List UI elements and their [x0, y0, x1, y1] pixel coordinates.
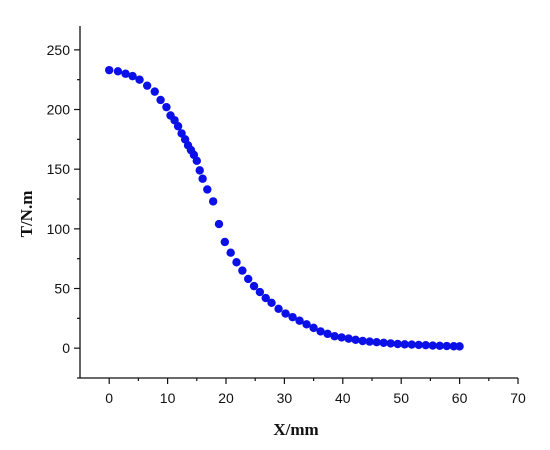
- data-point: [358, 336, 367, 346]
- y-tick-label: 150: [47, 161, 71, 177]
- data-point: [113, 67, 123, 76]
- data-point: [261, 293, 270, 303]
- data-point: [442, 341, 451, 351]
- data-point: [316, 327, 325, 336]
- data-point: [232, 258, 241, 267]
- data-point: [330, 332, 339, 341]
- y-tick-label: 200: [47, 102, 71, 118]
- data-point: [142, 81, 152, 90]
- data-point: [449, 342, 458, 351]
- data-point: [198, 174, 207, 183]
- data-point: [455, 342, 464, 351]
- x-tick-label: 20: [218, 390, 234, 406]
- data-point: [105, 65, 114, 75]
- y-tick-label: 100: [47, 221, 71, 237]
- data-point: [372, 338, 381, 347]
- data-point: [435, 341, 444, 350]
- data-point: [414, 340, 423, 350]
- data-point: [295, 316, 304, 325]
- data-point: [351, 335, 360, 345]
- data-point: [365, 337, 374, 346]
- x-tick-label: 50: [393, 390, 409, 406]
- data-point: [156, 95, 165, 105]
- data-point: [407, 340, 416, 349]
- data-point: [344, 334, 353, 343]
- data-point: [214, 219, 224, 229]
- y-ticks: 0 50 100 150 200 250: [47, 42, 80, 379]
- data-point: [421, 340, 430, 350]
- data-point: [267, 298, 276, 308]
- data-point: [428, 341, 437, 350]
- data-point: [288, 312, 297, 322]
- data-point: [323, 329, 332, 339]
- x-tick-label: 70: [510, 390, 526, 406]
- data-point: [309, 323, 318, 333]
- x-tick-label: 0: [105, 390, 113, 406]
- data-point: [128, 71, 137, 81]
- data-point: [386, 339, 395, 348]
- x-tick-label: 30: [277, 390, 293, 406]
- x-ticks: 0 10 20 30 40 50 60 70: [105, 378, 526, 406]
- data-point: [400, 340, 409, 349]
- data-point: [162, 102, 171, 112]
- x-tick-label: 10: [160, 390, 176, 406]
- y-axis-title: T/N.m: [17, 191, 36, 238]
- data-point: [135, 75, 144, 84]
- x-axis-title: X/mm: [273, 420, 318, 439]
- y-tick-label: 250: [47, 42, 71, 58]
- data-point: [226, 248, 235, 257]
- y-tick-label: 0: [62, 340, 70, 356]
- x-tick-label: 40: [335, 390, 351, 406]
- data-points: [105, 65, 464, 351]
- data-point: [274, 304, 283, 313]
- data-point: [208, 197, 218, 206]
- data-point: [337, 333, 346, 342]
- data-point: [150, 87, 159, 96]
- data-point: [249, 281, 259, 291]
- data-point: [203, 185, 212, 194]
- y-tick-label: 50: [54, 281, 70, 297]
- data-point: [379, 338, 388, 347]
- axes: [79, 26, 518, 379]
- data-point: [192, 156, 201, 166]
- x-tick-label: 60: [452, 390, 468, 406]
- data-point: [281, 309, 290, 318]
- data-point: [393, 339, 402, 349]
- data-point: [121, 69, 130, 78]
- data-point: [255, 287, 265, 297]
- data-point: [195, 166, 204, 175]
- data-point: [238, 266, 247, 275]
- data-point: [173, 122, 183, 131]
- data-point: [302, 320, 311, 329]
- data-point: [243, 274, 253, 284]
- data-point: [220, 237, 230, 247]
